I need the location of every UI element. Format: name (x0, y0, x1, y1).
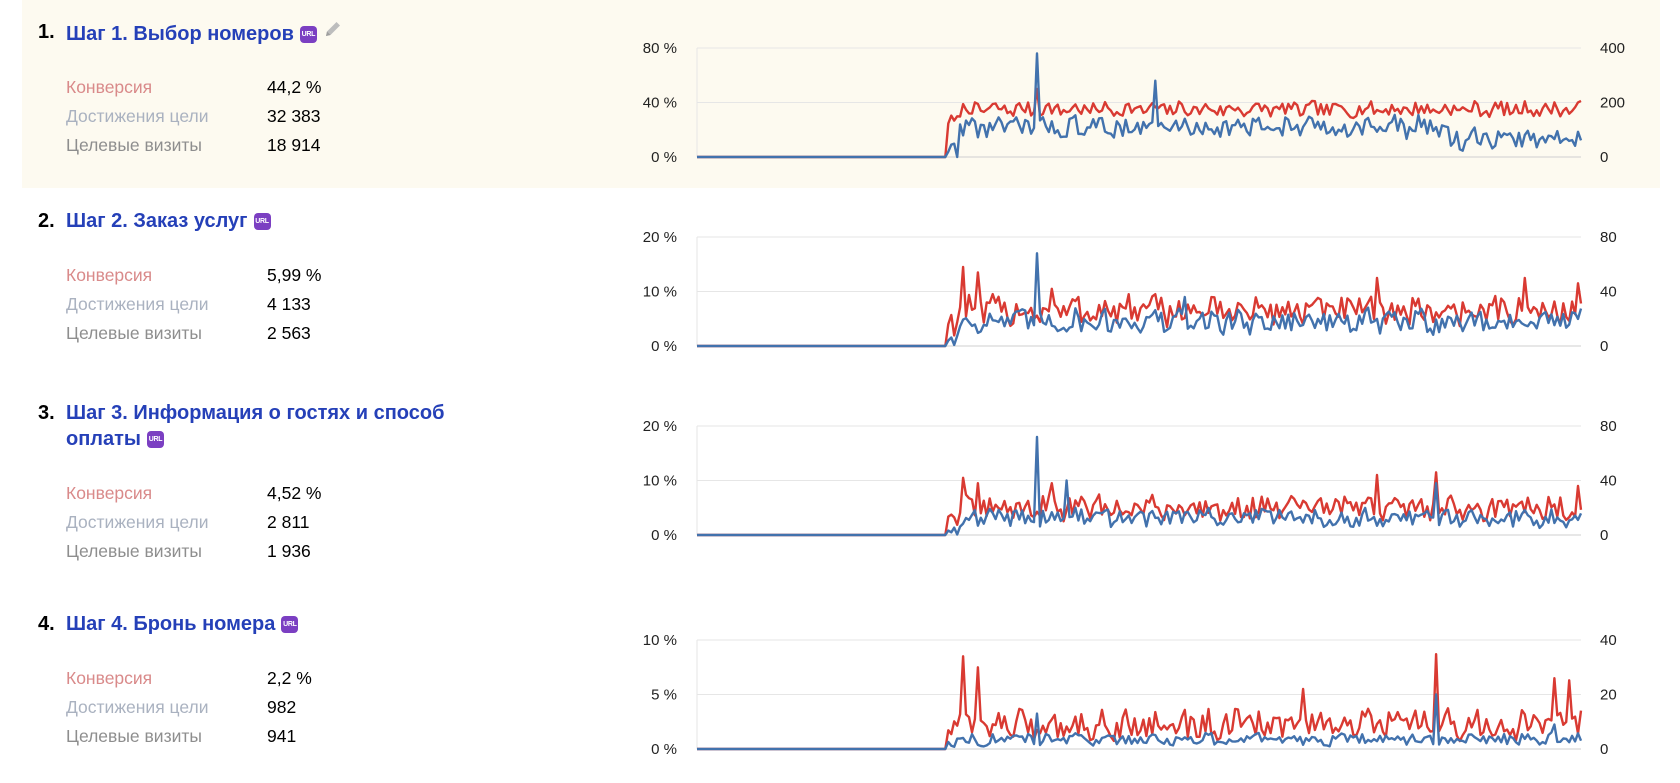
right-axis-tick: 20 (1600, 687, 1617, 704)
conversion-value: 44,2 % (267, 77, 322, 97)
blue-series-line (697, 435, 1583, 537)
step-link[interactable]: Шаг 4. Бронь номера (66, 613, 276, 635)
red-series-line (697, 87, 1582, 159)
right-axis-tick: 0 (1600, 741, 1608, 758)
blue-series-line (697, 693, 1583, 751)
step-number: 2. (38, 210, 55, 232)
left-axis-tick: 0 % (651, 741, 677, 758)
step-title: 1. Шаг 1. Выбор номеров URL (38, 19, 478, 47)
target-visits-value: 941 (267, 726, 297, 746)
goal-reaches-value: 4 133 (267, 294, 311, 314)
left-axis-tick: 40 % (643, 95, 677, 112)
red-series-line (697, 265, 1583, 348)
conversion-label: Конверсия (66, 77, 153, 97)
target-visits-label: Целевые визиты (66, 135, 202, 155)
target-visits-value: 18 914 (267, 135, 321, 155)
step-title: 4. Шаг 4. Бронь номера URL (38, 611, 478, 637)
url-icon[interactable]: URL (253, 213, 271, 230)
chart-svg: 80 % 400 40 % 200 0 % 0 (643, 40, 1625, 166)
right-axis-tick: 200 (1600, 95, 1625, 112)
goal-reaches-value: 2 811 (267, 512, 310, 532)
red-series-line (697, 653, 1583, 751)
step-number: 3. (38, 402, 55, 424)
right-axis-tick: 80 (1600, 229, 1617, 246)
step-title: 2. Шаг 2. Заказ услуг URL (38, 208, 478, 234)
conversion-value: 2,2 % (267, 668, 312, 688)
chart-svg: 20 % 80 10 % 40 0 % 0 (643, 229, 1617, 355)
left-axis-tick: 10 % (643, 473, 677, 490)
right-axis-tick: 40 (1600, 473, 1617, 490)
conversion-label: Конверсия (66, 668, 153, 688)
goal-reaches-label: Достижения цели (66, 106, 209, 126)
conversion-value: 4,52 % (267, 483, 322, 503)
conversion-label: Конверсия (66, 265, 153, 285)
chart-svg: 10 % 40 5 % 20 0 % 0 (643, 632, 1617, 758)
url-icon[interactable]: URL (147, 431, 164, 448)
right-axis-tick: 40 (1600, 632, 1617, 649)
target-visits-label: Целевые визиты (66, 541, 202, 561)
step-title: 3. Шаг 3. Информация о гостях и способ о… (38, 400, 478, 452)
url-icon[interactable]: URL (281, 616, 299, 633)
target-visits-value: 1 936 (267, 541, 311, 561)
step-chart[interactable]: 20 % 80 10 % 40 0 % 0 (0, 378, 1680, 568)
left-axis-tick: 0 % (651, 527, 677, 544)
step-chart[interactable]: 80 % 400 40 % 200 0 % 0 (0, 0, 1680, 190)
goal-reaches-label: Достижения цели (66, 697, 209, 717)
red-series-line (697, 471, 1583, 537)
target-visits-label: Целевые визиты (66, 726, 202, 746)
blue-series-line (697, 252, 1583, 348)
step-link[interactable]: Шаг 1. Выбор номеров (66, 23, 294, 45)
right-axis-tick: 80 (1600, 418, 1617, 435)
step-chart[interactable]: 10 % 40 5 % 20 0 % 0 (0, 592, 1680, 782)
step-chart[interactable]: 20 % 80 10 % 40 0 % 0 (0, 189, 1680, 379)
conversion-value: 5,99 % (267, 265, 322, 285)
left-axis-tick: 0 % (651, 338, 677, 355)
target-visits-value: 2 563 (267, 323, 311, 343)
goal-reaches-label: Достижения цели (66, 294, 209, 314)
right-axis-tick: 0 (1600, 149, 1608, 166)
left-axis-tick: 80 % (643, 40, 677, 57)
left-axis-tick: 0 % (651, 149, 677, 166)
left-axis-tick: 10 % (643, 632, 677, 649)
left-axis-tick: 20 % (643, 418, 677, 435)
step-link[interactable]: Шаг 3. Информация о гостях и способ опла… (66, 402, 445, 450)
url-icon[interactable]: URL (299, 26, 317, 43)
step-number: 4. (38, 613, 55, 635)
step-number: 1. (38, 21, 55, 43)
left-axis-tick: 5 % (651, 687, 677, 704)
chart-svg: 20 % 80 10 % 40 0 % 0 (643, 418, 1617, 544)
step-link[interactable]: Шаг 2. Заказ услуг (66, 210, 248, 232)
right-axis-tick: 0 (1600, 527, 1608, 544)
goal-reaches-value: 32 383 (267, 106, 321, 126)
right-axis-tick: 0 (1600, 338, 1608, 355)
goal-reaches-value: 982 (267, 697, 297, 717)
right-axis-tick: 40 (1600, 284, 1617, 301)
left-axis-tick: 20 % (643, 229, 677, 246)
goal-reaches-label: Достижения цели (66, 512, 209, 532)
target-visits-label: Целевые визиты (66, 323, 202, 343)
pencil-icon[interactable] (323, 19, 343, 46)
left-axis-tick: 10 % (643, 284, 677, 301)
conversion-label: Конверсия (66, 483, 153, 503)
right-axis-tick: 400 (1600, 40, 1625, 57)
blue-series-line (697, 52, 1583, 159)
